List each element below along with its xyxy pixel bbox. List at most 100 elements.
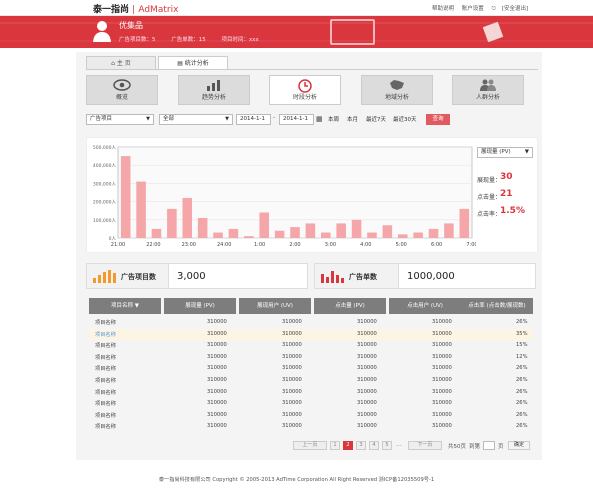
chart-bar[interactable]	[167, 208, 177, 238]
table-cell: 310000	[357, 319, 377, 325]
quick-this-week[interactable]: 本周	[328, 117, 340, 123]
cell-project-name[interactable]: 项目名称	[95, 378, 116, 384]
logo[interactable]: 泰一指尚 | AdMatrix	[93, 2, 178, 15]
chart-bar[interactable]	[290, 227, 300, 238]
project-count: 广告项目数：5	[119, 37, 156, 43]
chart-bar[interactable]	[367, 232, 377, 238]
order-count-label: 广告单数	[349, 273, 377, 281]
nav-trend[interactable]: 趋势分析	[178, 75, 250, 105]
date-from-value: 2014-1-1	[240, 116, 265, 122]
table-row[interactable]: 项目名称 310000 310000 310000 310000 26%	[89, 375, 533, 387]
table-cell: 310000	[432, 353, 452, 360]
calendar-icon[interactable]: ▦	[316, 115, 323, 123]
table-cell: 310000	[282, 353, 302, 360]
th-click-pv[interactable]: 点击量 (PV)	[314, 298, 386, 314]
logout-icon[interactable]: ⎋	[491, 6, 496, 12]
cell-project-name[interactable]: 项目名称	[95, 343, 116, 350]
chevron-down-icon: ▼	[146, 116, 150, 122]
table-row[interactable]: 项目名称 310000 310000 310000 310000 35%	[89, 328, 533, 341]
page-button[interactable]: 4	[369, 441, 379, 450]
cell-project-name[interactable]: 项目名称	[95, 424, 116, 431]
table-cell: 310000	[432, 377, 452, 383]
th-click-uv[interactable]: 点击用户 (UV)	[389, 298, 461, 314]
chart-bar[interactable]	[182, 197, 193, 238]
chart-bar[interactable]	[197, 217, 208, 238]
account-settings-link[interactable]: 账户设置	[461, 6, 484, 12]
chart-bar[interactable]	[321, 232, 331, 238]
logout-link[interactable]: [安全退出]	[501, 6, 529, 12]
click-label: 点击量：	[477, 194, 502, 201]
scope-select[interactable]: 全部 ▼	[159, 114, 233, 125]
metric-select[interactable]: 展现量 (PV) ▼	[477, 147, 533, 158]
th-ctr[interactable]: 点击率 (点击数/展现数)	[461, 298, 533, 314]
nav-trend-label: 趋势分析	[201, 94, 226, 101]
cell-project-name[interactable]: 项目名称	[95, 354, 116, 361]
help-link[interactable]: 帮助说明	[432, 6, 455, 12]
goto-page-input[interactable]	[483, 441, 495, 450]
table-row[interactable]: 项目名称 310000 310000 310000 310000 15%	[89, 340, 533, 352]
quick-this-month[interactable]: 本月	[347, 117, 359, 123]
chart-bar[interactable]	[413, 232, 423, 238]
table-cell: 310000	[357, 353, 377, 360]
cell-project-name[interactable]: 项目名称	[95, 331, 116, 338]
query-button[interactable]: 查询	[426, 114, 450, 125]
y-tick-label: 500,000人	[93, 145, 117, 151]
tab-statistics[interactable]: ▤ 统计分析	[158, 56, 228, 70]
chart-bar[interactable]	[336, 223, 346, 238]
chart-bar[interactable]	[151, 228, 162, 238]
date-range-separator: -	[273, 115, 275, 121]
chart-bar[interactable]	[459, 208, 470, 238]
table-row[interactable]: 项目名称 310000 310000 310000 310000 12%	[89, 352, 533, 364]
quick-last-7-days[interactable]: 最近7天	[366, 117, 386, 123]
chart-bar[interactable]	[259, 212, 269, 238]
page-button[interactable]: 1	[330, 441, 340, 450]
table-row[interactable]: 项目名称 310000 310000 310000 310000 26%	[89, 387, 533, 399]
chart-bar[interactable]	[428, 228, 439, 238]
chart-bar[interactable]	[274, 230, 285, 238]
chart-bar[interactable]	[397, 234, 408, 238]
table-row[interactable]: 项目名称 310000 310000 310000 310000 26%	[89, 421, 533, 433]
confirm-button[interactable]: 确定	[508, 441, 530, 450]
cell-project-name[interactable]: 项目名称	[95, 320, 116, 326]
next-page-button[interactable]: 下一页	[408, 441, 442, 450]
chart-bar[interactable]	[213, 232, 223, 238]
table-row[interactable]: 项目名称 310000 310000 310000 310000 26%	[89, 398, 533, 410]
quick-last-30-days[interactable]: 最近30天	[393, 117, 417, 123]
nav-timeslot[interactable]: 时段分析	[269, 75, 341, 105]
chart-bar[interactable]	[444, 223, 454, 238]
cell-project-name[interactable]: 项目名称	[95, 366, 116, 373]
nav-region[interactable]: 地域分析	[361, 75, 433, 105]
chart-bar[interactable]	[382, 225, 393, 238]
page-button-current[interactable]: 2	[343, 441, 353, 450]
th-uv[interactable]: 展现用户 (UV)	[239, 298, 311, 314]
th-pv[interactable]: 展现量 (PV)	[164, 298, 236, 314]
chart-bar[interactable]	[351, 219, 362, 238]
chart-bar[interactable]	[244, 236, 254, 238]
chart-bar[interactable]	[136, 181, 146, 238]
table-cell: 310000	[207, 411, 227, 418]
table-cell: 310000	[282, 400, 302, 407]
chart-bar[interactable]	[228, 228, 239, 238]
date-to-input[interactable]: 2014-1-1	[279, 114, 314, 125]
page-button[interactable]: 5	[382, 441, 392, 450]
project-count-label: 广告项目数	[121, 273, 156, 281]
table-row[interactable]: 项目名称 310000 310000 310000 310000 26%	[89, 410, 533, 422]
chart-bar[interactable]	[120, 156, 131, 238]
cell-project-name[interactable]: 项目名称	[95, 389, 116, 396]
chart-bar[interactable]	[305, 223, 316, 238]
cell-project-name[interactable]: 项目名称	[95, 401, 116, 408]
table-row[interactable]: 项目名称 310000 310000 310000 310000 26%	[89, 363, 533, 375]
nav-overview[interactable]: 概览	[86, 75, 158, 105]
table-cell: 26%	[516, 388, 528, 395]
cell-project-name[interactable]: 项目名称	[95, 412, 116, 419]
tab-statistics-label: 统计分析	[184, 60, 209, 67]
date-from-input[interactable]: 2014-1-1	[236, 114, 271, 125]
th-project-name[interactable]: 项目名称 ▼	[89, 298, 161, 314]
page-button[interactable]: 3	[356, 441, 366, 450]
tab-home[interactable]: ⌂ 主 页	[86, 56, 156, 70]
prev-page-button[interactable]: 上一页	[293, 441, 327, 450]
project-select[interactable]: 广告项目 ▼	[86, 114, 154, 125]
people-icon	[453, 76, 523, 92]
nav-audience[interactable]: 人群分析	[452, 75, 524, 105]
table-row[interactable]: 项目名称 310000 310000 310000 310000 26%	[89, 317, 533, 329]
